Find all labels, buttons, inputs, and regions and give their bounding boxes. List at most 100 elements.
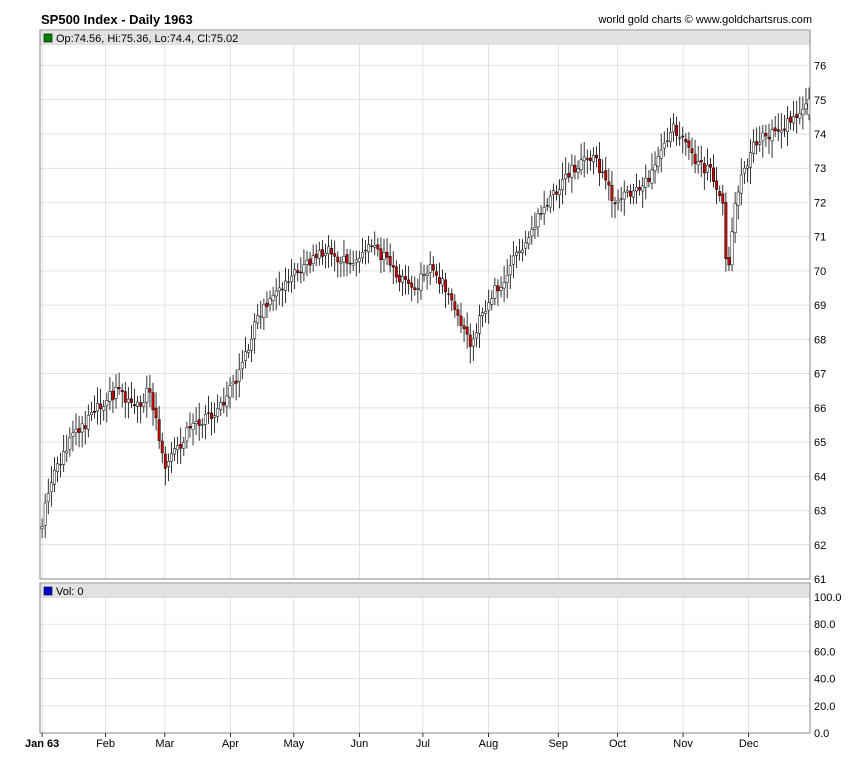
candle (114, 374, 118, 409)
x-tick-label: Jan 63 (25, 738, 59, 750)
candle-body (601, 171, 605, 174)
candle-body (644, 177, 648, 188)
candle-body (801, 108, 805, 116)
candle-body (163, 453, 167, 469)
candle-body (665, 140, 669, 142)
candle (120, 383, 124, 408)
candle (437, 262, 441, 294)
price-y-tick-label: 73 (814, 163, 826, 175)
candle (745, 158, 749, 183)
candle (561, 162, 565, 205)
candle (197, 402, 201, 441)
candle (302, 249, 306, 282)
candle (764, 124, 768, 147)
candle (173, 437, 177, 462)
candle (170, 442, 173, 473)
candle (705, 148, 709, 181)
candle (699, 145, 703, 178)
candle-body (632, 190, 635, 198)
candle (65, 434, 69, 462)
candle-body (422, 274, 426, 276)
candle-body (699, 160, 703, 163)
candle-body (373, 244, 377, 248)
candle-body (591, 154, 595, 163)
chart-credit: world gold charts © www.goldchartsrus.co… (598, 14, 812, 26)
candle (102, 399, 106, 421)
candle (185, 421, 189, 449)
candle-body (752, 141, 756, 154)
candle (675, 116, 679, 146)
candle-body (456, 309, 460, 316)
candle (536, 208, 540, 237)
candle-body (283, 280, 287, 291)
candle (206, 395, 210, 425)
candle (622, 180, 626, 216)
candle (739, 158, 743, 206)
candle (126, 387, 130, 419)
candle (49, 466, 53, 507)
candle (203, 404, 207, 440)
candle-body (222, 401, 226, 406)
candle (749, 139, 752, 185)
candle (345, 248, 349, 277)
candle-body (145, 388, 149, 403)
candle (385, 238, 389, 266)
candle-body (74, 428, 78, 433)
candle-body (770, 129, 774, 142)
candle (388, 243, 392, 273)
candle-body (536, 213, 540, 228)
candle-body (678, 137, 682, 139)
candle-body (641, 185, 645, 192)
candle (250, 325, 254, 363)
candle (502, 265, 506, 303)
candle-body (579, 159, 583, 170)
candle (80, 415, 84, 448)
candle-body (684, 138, 688, 143)
candle-body (179, 443, 183, 449)
candle-body (339, 261, 343, 264)
candle-body (228, 385, 232, 398)
candle-body (49, 482, 53, 493)
candle (194, 407, 198, 435)
price-y-tick-label: 72 (814, 197, 826, 209)
candle-body (656, 155, 660, 167)
candle (243, 337, 247, 369)
price-y-tick-label: 67 (814, 369, 826, 381)
candle (142, 393, 146, 413)
candle-body (413, 287, 417, 291)
candle (407, 266, 411, 295)
candle (86, 404, 90, 438)
candle (382, 238, 386, 272)
candle-body (798, 113, 802, 119)
candle (410, 275, 414, 302)
candle-body (277, 287, 281, 292)
candle (46, 478, 50, 515)
candle-body (253, 321, 257, 339)
candle-body (742, 167, 746, 174)
candle-body (327, 246, 331, 255)
candle (290, 259, 294, 293)
candle (182, 436, 186, 456)
candle (721, 184, 725, 216)
candle (647, 170, 651, 188)
candle (690, 137, 694, 166)
candle-body (650, 169, 654, 184)
volume-y-tick-label: 0.0 (814, 728, 829, 740)
price-legend-text: Op:74.56, Hi:75.36, Lo:74.4, Cl:75.02 (56, 33, 238, 45)
candle (724, 192, 728, 272)
candle (607, 168, 611, 201)
candle-body (120, 390, 124, 392)
x-tick-label: Feb (96, 738, 115, 750)
price-y-tick-label: 61 (814, 574, 826, 586)
candle (234, 369, 238, 401)
candle-body (397, 274, 401, 282)
candle-body (718, 191, 722, 196)
candle-body (388, 256, 392, 266)
candle-body (730, 231, 734, 266)
candle-body (86, 415, 90, 430)
candle-body (511, 255, 515, 265)
candle (77, 415, 81, 448)
candle-body (250, 338, 254, 351)
candle (518, 238, 521, 261)
